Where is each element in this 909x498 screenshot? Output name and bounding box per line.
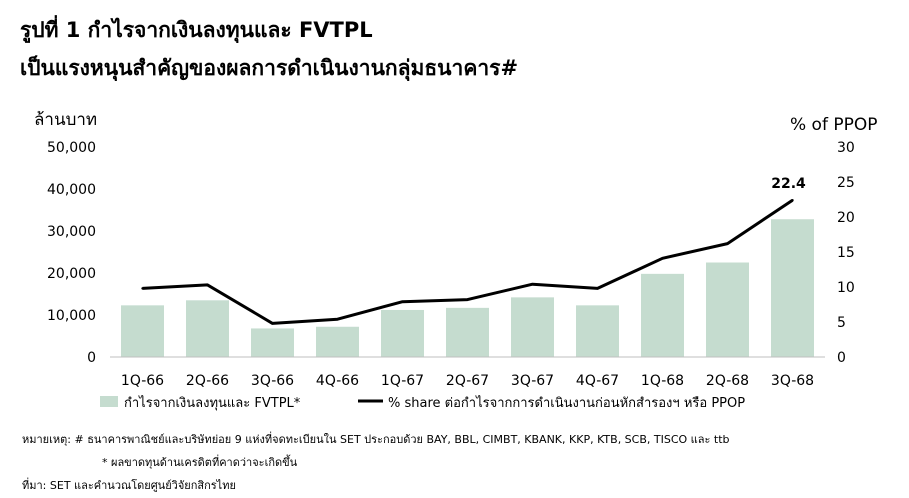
right-tick-label: 10 — [837, 280, 855, 296]
line-point — [791, 199, 794, 202]
left-tick-label: 10,000 — [47, 308, 96, 324]
left-tick-label: 0 — [87, 350, 96, 366]
line-point — [661, 257, 664, 260]
right-axis-title: % of PPOP — [790, 115, 877, 135]
left-tick-label: 30,000 — [47, 224, 96, 240]
right-tick-label: 0 — [837, 350, 846, 366]
right-tick-label: 20 — [837, 210, 855, 226]
category-label: 4Q-67 — [576, 373, 619, 389]
left-tick-label: 40,000 — [47, 182, 96, 198]
line-point — [271, 322, 274, 325]
left-tick-label: 50,000 — [47, 140, 96, 156]
bar — [251, 328, 294, 357]
left-tick-label: 20,000 — [47, 266, 96, 282]
line-point — [596, 287, 599, 290]
footnote-members: หมายเหตุ: # ธนาคารพาณิชย์และบริษัทย่อย 9… — [22, 433, 730, 446]
category-label: 2Q-67 — [446, 373, 489, 389]
legend-bar-swatch — [100, 396, 118, 407]
bar — [576, 305, 619, 357]
bar — [446, 307, 489, 357]
line-point — [726, 242, 729, 245]
bar — [771, 219, 814, 357]
right-tick-label: 25 — [837, 175, 855, 191]
bar — [186, 300, 229, 357]
chart-subtitle: เป็นแรงหนุนสำคัญของผลการดำเนินงานกลุ่มธน… — [20, 56, 519, 80]
line-point — [466, 298, 469, 301]
legend-line-label: % share ต่อกำไรจากการดำเนินงานก่อนหักสำร… — [388, 395, 745, 411]
line-point — [531, 283, 534, 286]
bar — [121, 305, 164, 357]
category-label: 1Q-68 — [641, 373, 684, 389]
bar — [381, 309, 424, 357]
bar — [641, 273, 684, 357]
right-tick-label: 15 — [837, 245, 855, 261]
chart: ล้านบาท % of PPOP 50,000 40,000 30,000 20,000… — [34, 110, 877, 411]
category-label: 3Q-67 — [511, 373, 554, 389]
category-label: 1Q-66 — [121, 373, 164, 389]
source-note: ที่มา: SET และคำนวณโดยศูนย์วิจัยกสิกรไทย — [22, 479, 236, 492]
share-line — [142, 198, 794, 325]
right-tick-label: 30 — [837, 140, 855, 156]
left-axis-title: ล้านบาท — [34, 110, 97, 130]
category-label: 2Q-68 — [706, 373, 749, 389]
last-value-label: 22.4 — [771, 176, 806, 192]
category-label: 4Q-66 — [316, 373, 359, 389]
right-tick-label: 5 — [837, 315, 846, 331]
line-point — [206, 283, 209, 287]
line-point — [141, 287, 144, 290]
bar — [511, 297, 554, 357]
line-point — [336, 318, 339, 321]
category-label: 2Q-66 — [186, 373, 229, 389]
category-label: 3Q-68 — [771, 373, 814, 389]
footnote-ecl: * ผลขาดทุนด้านเครดิตที่คาดว่าจะเกิดขึ้น — [102, 456, 298, 469]
category-label: 1Q-67 — [381, 373, 424, 389]
chart-title: รูปที่ 1 กำไรจากเงินลงทุนและ FVTPL — [20, 18, 373, 42]
line-point — [401, 300, 404, 303]
bar — [706, 262, 749, 357]
legend-bar-label: กำไรจากเงินลงทุนและ FVTPL* — [124, 395, 301, 411]
category-label: 3Q-66 — [251, 373, 294, 389]
bar — [316, 326, 359, 357]
